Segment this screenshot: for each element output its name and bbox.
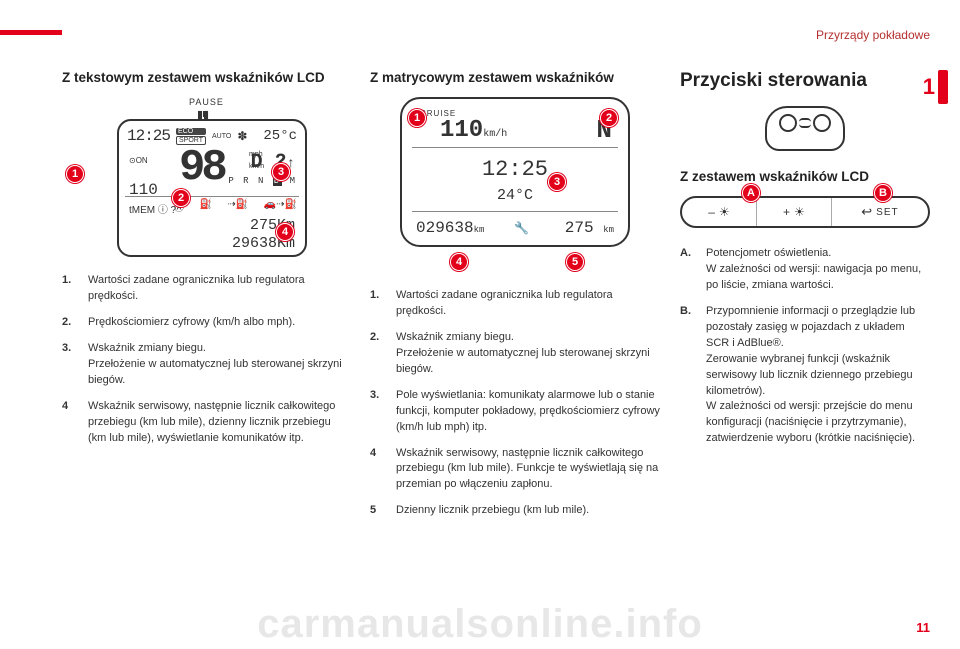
- watermark: carmanualsonline.info: [0, 602, 960, 647]
- brightness-down-button[interactable]: –: [682, 198, 757, 226]
- list-item: 4Wskaźnik serwisowy, następnie licznik c…: [62, 399, 352, 447]
- temp-reading: 24°C: [402, 187, 628, 204]
- lcd-matrix-display: CRUISE ◔ 110km/h N 12:25 24°C 029638km 🔧…: [400, 97, 630, 247]
- clock: 12:25: [402, 157, 628, 182]
- accent-bar: [0, 30, 62, 35]
- mem-label: tMEM ⓘ ?: [129, 201, 176, 216]
- callout-2: 2: [172, 189, 190, 207]
- callout-1: 1: [66, 165, 84, 183]
- lcd-text-figure: PAUSE ▮▮ 12:25 ECO SPORT AUTO ✽ 25°c ⊙ON…: [62, 97, 352, 257]
- divider: [412, 211, 618, 212]
- list-item: 3.Wskaźnik zmiany biegu.Przełożenie w au…: [62, 341, 352, 389]
- callout-3: 3: [548, 173, 566, 191]
- list-item: 5Dzienny licznik przebiegu (km lub mile)…: [370, 503, 660, 519]
- cluster-icon: [765, 106, 845, 151]
- speed-digital: 98: [179, 143, 224, 193]
- list-item: 2.Wskaźnik zmiany biegu.Przełożenie w au…: [370, 330, 660, 378]
- pause-label: PAUSE: [189, 97, 224, 107]
- callout-3: 3: [272, 163, 290, 181]
- odometer: 029638km: [416, 219, 484, 237]
- divider: [125, 196, 299, 197]
- list-item: 3.Pole wyświetlania: komunikaty alarmowe…: [370, 388, 660, 436]
- set-button[interactable]: SET: [832, 198, 928, 226]
- trip: 275 km: [565, 219, 614, 237]
- control-strip-figure: A B – + SET: [680, 196, 930, 228]
- cruise-speed: 110km/h: [440, 117, 507, 144]
- list-item: 1.Wartości zadane ogranicznika lub regul…: [62, 273, 352, 305]
- chapter-tab: [938, 70, 948, 104]
- pause-leader: [203, 111, 204, 117]
- callout-4: 4: [276, 223, 294, 241]
- brightness-up-button[interactable]: +: [757, 198, 832, 226]
- list-item: 2.Prędkościomierz cyfrowy (km/h albo mph…: [62, 315, 352, 331]
- callout-2: 2: [600, 109, 618, 127]
- lcd-matrix-figure: CRUISE ◔ 110km/h N 12:25 24°C 029638km 🔧…: [370, 97, 660, 272]
- list-item: 1.Wartości zadane ogranicznika lub regul…: [370, 288, 660, 320]
- auto-label: AUTO: [212, 133, 231, 140]
- list-item: A.Potencjometr oświetlenia.W zależności …: [680, 246, 930, 294]
- clock: 12:25: [127, 127, 170, 145]
- cruise-on: ⊙ON: [129, 156, 148, 165]
- callout-1: 1: [408, 109, 426, 127]
- fuel-icons: Ⓐ⛽⇢⛽🚗⇢⛽: [174, 199, 297, 214]
- column-lcd-text: Z tekstowym zestawem wskaźników LCD PAUS…: [62, 70, 352, 456]
- callout-5: 5: [566, 253, 584, 271]
- col1-list: 1.Wartości zadane ogranicznika lub regul…: [62, 273, 352, 446]
- eco-badge: ECO: [176, 128, 206, 135]
- col3-subtitle: Z zestawem wskaźników LCD: [680, 169, 930, 184]
- callout-b: B: [874, 184, 892, 202]
- column-lcd-matrix: Z matrycowym zestawem wskaźników CRUISE …: [370, 70, 660, 529]
- page-number: 11: [916, 620, 930, 635]
- callout-4: 4: [450, 253, 468, 271]
- callout-a: A: [742, 184, 760, 202]
- lcd-panel: CRUISE ◔ 110km/h N 12:25 24°C 029638km 🔧…: [400, 97, 630, 247]
- divider: [412, 147, 618, 148]
- col3-list: A.Potencjometr oświetlenia.W zależności …: [680, 246, 930, 447]
- header-category: Przyrządy pokładowe: [816, 28, 930, 42]
- col2-title: Z matrycowym zestawem wskaźników: [370, 70, 660, 85]
- control-strip: – + SET: [680, 196, 930, 228]
- col1-title: Z tekstowym zestawem wskaźników LCD: [62, 70, 352, 85]
- col3-title: Przyciski sterowania: [680, 70, 930, 92]
- list-item: B.Przypomnienie informacji o przeglądzie…: [680, 304, 930, 447]
- list-item: 4Wskaźnik serwisowy, następnie licznik c…: [370, 446, 660, 494]
- column-controls: Przyciski sterowania Z zestawem wskaźnik…: [680, 70, 930, 457]
- wrench-icon: 🔧: [514, 221, 529, 235]
- temp-reading: 25°c: [263, 128, 297, 144]
- fan-icon: ✽: [237, 129, 247, 143]
- col2-list: 1.Wartości zadane ogranicznika lub regul…: [370, 288, 660, 519]
